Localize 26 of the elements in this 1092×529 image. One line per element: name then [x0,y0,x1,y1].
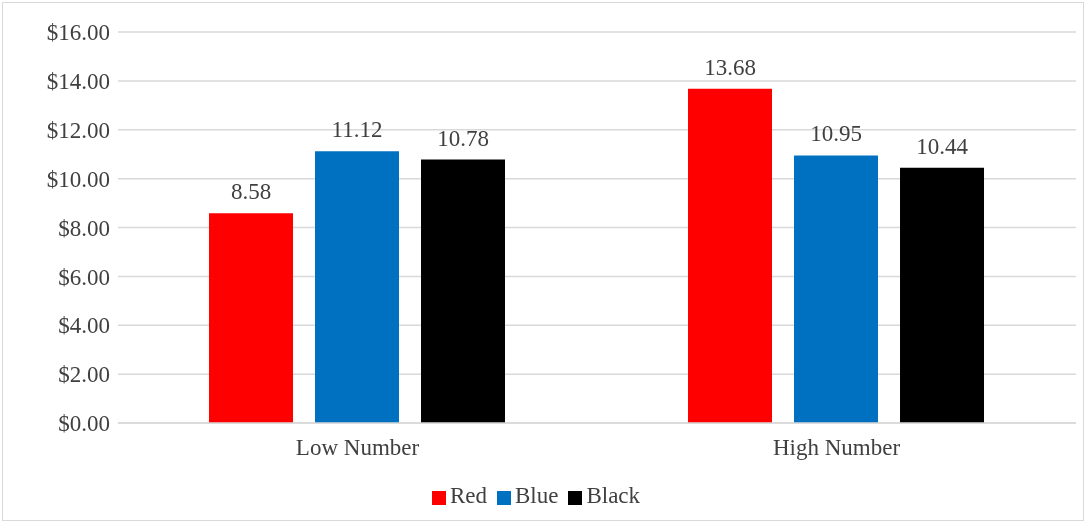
y-tick-label: $10.00 [46,166,110,192]
y-tick-label: $16.00 [46,20,110,46]
y-tick-label: $8.00 [58,215,110,241]
bar [794,155,879,423]
data-label: 11.12 [331,117,383,143]
y-tick-label: $2.00 [58,362,110,388]
y-tick-label: $6.00 [58,264,110,290]
y-tick-label: $14.00 [46,69,110,95]
y-tick-label: $4.00 [58,313,110,339]
legend-label: Red [449,483,487,508]
data-label: 10.78 [437,125,489,151]
y-tick-label: $12.00 [46,117,110,143]
bar [688,88,773,423]
x-tick-label: High Number [772,435,901,461]
data-label: 8.58 [230,179,272,205]
data-label: 13.68 [704,54,756,80]
bar [900,167,985,423]
bar [315,151,400,423]
legend-label: Blue [514,483,559,508]
bar [209,213,294,423]
bar [421,159,506,423]
data-label: 10.44 [916,133,969,159]
x-tick-label: Low Number [295,435,420,461]
data-label: 10.95 [810,121,862,147]
y-tick-label: $0.00 [58,411,110,437]
legend-label: Black [586,483,641,508]
